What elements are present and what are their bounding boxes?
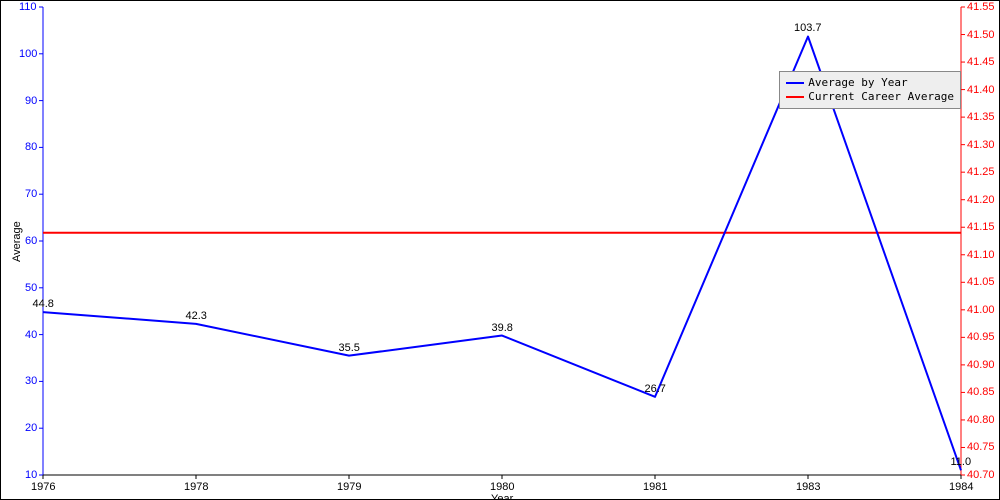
data-point-label: 42.3 xyxy=(186,310,207,322)
x-tick-label: 1976 xyxy=(31,481,55,493)
x-tick-label: 1978 xyxy=(184,481,208,493)
data-point-label: 11.0 xyxy=(951,456,972,468)
x-tick-label: 1980 xyxy=(490,481,514,493)
y-right-tick-label: 41.55 xyxy=(967,1,995,13)
y-right-tick-label: 41.30 xyxy=(967,139,995,151)
y-left-tick-label: 110 xyxy=(19,1,37,13)
legend-item-career: Current Career Average xyxy=(786,90,954,104)
y-right-tick-label: 41.50 xyxy=(967,29,995,41)
y-right-tick-label: 40.70 xyxy=(967,469,995,481)
x-axis-title: Year xyxy=(491,493,513,500)
y-right-tick-label: 41.00 xyxy=(967,304,995,316)
x-tick-label: 1979 xyxy=(337,481,361,493)
y-left-tick-label: 80 xyxy=(25,141,37,153)
x-tick-label: 1984 xyxy=(949,481,973,493)
y-right-tick-label: 41.10 xyxy=(967,249,995,261)
y-right-tick-label: 41.40 xyxy=(967,84,995,96)
y-right-tick-label: 41.25 xyxy=(967,166,995,178)
y-right-tick-label: 40.75 xyxy=(967,441,995,453)
y-left-tick-label: 20 xyxy=(25,422,37,434)
y-right-tick-label: 41.35 xyxy=(967,111,995,123)
y-left-tick-label: 40 xyxy=(25,329,37,341)
legend-label-year: Average by Year xyxy=(808,76,907,90)
y-left-tick-label: 90 xyxy=(25,95,37,107)
legend-label-career: Current Career Average xyxy=(808,90,954,104)
y-right-tick-label: 41.15 xyxy=(967,221,995,233)
y-right-tick-label: 40.95 xyxy=(967,331,995,343)
y-right-tick-label: 41.45 xyxy=(967,56,995,68)
data-point-label: 35.5 xyxy=(339,342,360,354)
y-right-tick-label: 41.05 xyxy=(967,276,995,288)
data-point-label: 39.8 xyxy=(492,322,513,334)
y-right-tick-label: 40.80 xyxy=(967,414,995,426)
y-right-tick-label: 40.85 xyxy=(967,386,995,398)
y-left-tick-label: 30 xyxy=(25,375,37,387)
data-point-label: 26.7 xyxy=(645,383,666,395)
legend: Average by Year Current Career Average xyxy=(779,71,961,109)
y-left-tick-label: 10 xyxy=(25,469,37,481)
y-left-tick-label: 100 xyxy=(19,48,37,60)
chart-frame: Average by Year Current Career Average 1… xyxy=(0,0,1000,500)
legend-swatch-year xyxy=(786,82,804,84)
y-right-tick-label: 40.90 xyxy=(967,359,995,371)
x-tick-label: 1981 xyxy=(643,481,667,493)
data-point-label: 44.8 xyxy=(33,298,54,310)
data-point-label: 103.7 xyxy=(794,22,822,34)
legend-swatch-career xyxy=(786,96,804,98)
y-right-tick-label: 41.20 xyxy=(967,194,995,206)
y-left-axis-title: Average xyxy=(11,221,23,262)
y-left-tick-label: 60 xyxy=(25,235,37,247)
x-tick-label: 1983 xyxy=(796,481,820,493)
y-left-tick-label: 70 xyxy=(25,188,37,200)
legend-item-year: Average by Year xyxy=(786,76,954,90)
y-left-tick-label: 50 xyxy=(25,282,37,294)
